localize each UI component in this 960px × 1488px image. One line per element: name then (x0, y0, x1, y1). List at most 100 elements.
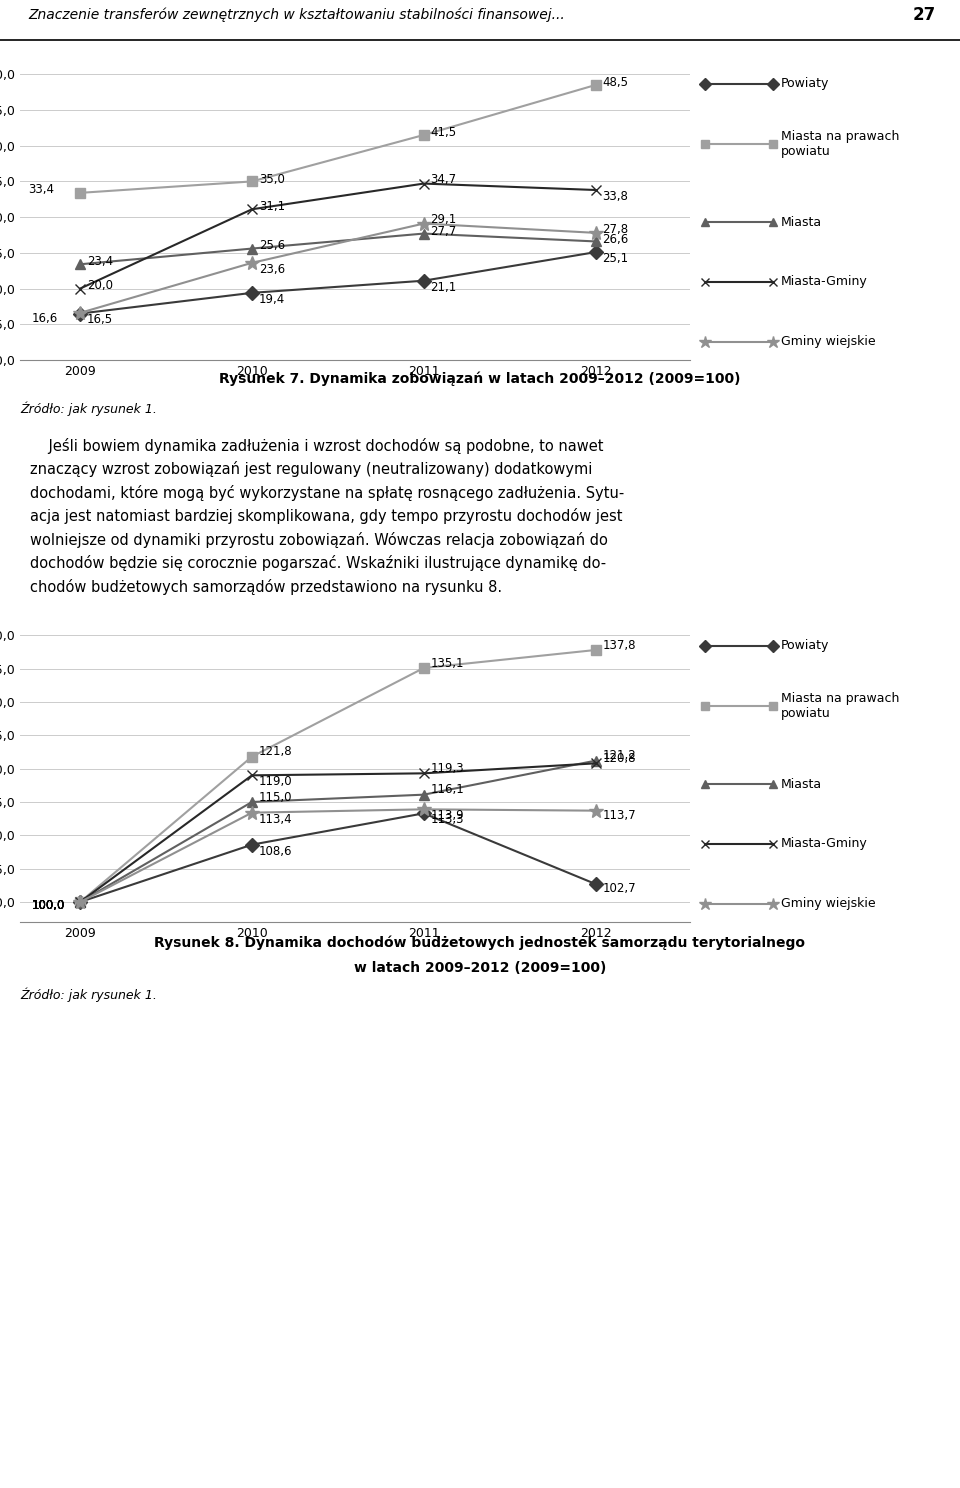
Gminy wiejskie (418, 214, 429, 232)
Text: 100,0: 100,0 (32, 899, 65, 912)
Text: 113,7: 113,7 (602, 809, 636, 821)
Text: Rysunek 7. Dynamika zobowiązań w latach 2009–2012 (2009=100): Rysunek 7. Dynamika zobowiązań w latach … (219, 372, 741, 387)
Line: Miasta na prawach powiatu: Miasta na prawach powiatu (75, 80, 600, 198)
Miasta (418, 225, 429, 243)
Text: Miasta: Miasta (780, 778, 822, 790)
Gminy wiejskie (74, 304, 85, 321)
Text: acja jest natomiast bardziej skomplikowana, gdy tempo przyrostu dochodów jest: acja jest natomiast bardziej skomplikowa… (30, 509, 622, 524)
Text: Znaczenie transferów zewnętrznych w kształtowaniu stabilności finansowej...: Znaczenie transferów zewnętrznych w kszt… (29, 7, 565, 22)
Miasta-Gminy (74, 280, 85, 298)
Text: 102,7: 102,7 (602, 882, 636, 896)
Line: Miasta: Miasta (75, 756, 600, 906)
Text: znaczący wzrost zobowiązań jest regulowany (neutralizowany) dodatkowymi: znaczący wzrost zobowiązań jest regulowa… (30, 461, 592, 478)
Text: 119,3: 119,3 (431, 762, 465, 775)
Line: Miasta: Miasta (75, 229, 600, 269)
Miasta-Gminy (74, 893, 85, 911)
Line: Powiaty: Powiaty (75, 808, 600, 906)
Text: 34,7: 34,7 (431, 173, 457, 186)
Text: 119,0: 119,0 (259, 775, 293, 789)
Text: 16,5: 16,5 (87, 312, 113, 326)
Gminy wiejskie (418, 801, 429, 818)
Miasta na prawach powiatu (418, 659, 429, 677)
Line: Miasta-Gminy: Miasta-Gminy (75, 759, 600, 906)
Text: 20,0: 20,0 (87, 278, 113, 292)
Text: 48,5: 48,5 (602, 76, 629, 89)
Text: 27: 27 (913, 6, 936, 24)
Powiaty (246, 836, 257, 854)
Text: Miasta: Miasta (780, 216, 822, 229)
Text: Miasta-Gminy: Miasta-Gminy (780, 838, 868, 851)
Text: 16,6: 16,6 (32, 312, 59, 324)
Miasta (418, 786, 429, 804)
Miasta (74, 256, 85, 274)
Text: 26,6: 26,6 (602, 232, 629, 246)
Text: 100,0: 100,0 (32, 899, 65, 912)
Gminy wiejskie (246, 804, 257, 821)
Miasta (246, 793, 257, 811)
Miasta na prawach powiatu (246, 173, 257, 190)
Text: 27,7: 27,7 (431, 225, 457, 238)
Powiaty (418, 272, 429, 290)
Text: Gminy wiejskie: Gminy wiejskie (780, 335, 876, 348)
Line: Miasta na prawach powiatu: Miasta na prawach powiatu (75, 646, 600, 906)
Text: 31,1: 31,1 (259, 199, 285, 213)
Miasta (589, 751, 601, 769)
Text: 27,8: 27,8 (602, 223, 629, 235)
Text: Powiaty: Powiaty (780, 77, 829, 91)
Gminy wiejskie (589, 223, 601, 241)
Text: 137,8: 137,8 (602, 638, 636, 652)
Line: Powiaty: Powiaty (75, 247, 600, 318)
Miasta-Gminy (589, 182, 601, 199)
Powiaty (74, 305, 85, 323)
Miasta na prawach powiatu (589, 641, 601, 659)
Text: Źródło: jak rysunek 1.: Źródło: jak rysunek 1. (20, 988, 156, 1003)
Line: Gminy wiejskie: Gminy wiejskie (73, 217, 603, 320)
Text: 23,4: 23,4 (87, 254, 113, 268)
Miasta na prawach powiatu (418, 126, 429, 144)
Gminy wiejskie (589, 802, 601, 820)
Miasta na prawach powiatu (74, 893, 85, 911)
Miasta (246, 240, 257, 257)
Gminy wiejskie (246, 254, 257, 272)
Powiaty (418, 805, 429, 823)
Text: 21,1: 21,1 (431, 281, 457, 293)
Text: dochodów będzie się corocznie pogarszać. Wskaźniki ilustrujące dynamikę do-: dochodów będzie się corocznie pogarszać… (30, 555, 606, 571)
Miasta-Gminy (246, 766, 257, 784)
Text: 25,1: 25,1 (602, 251, 629, 265)
Text: Miasta na prawach
powiatu: Miasta na prawach powiatu (780, 129, 900, 158)
Line: Gminy wiejskie: Gminy wiejskie (73, 802, 603, 909)
Text: 29,1: 29,1 (431, 213, 457, 226)
Text: 100,0: 100,0 (32, 899, 65, 912)
Text: Powiaty: Powiaty (780, 640, 829, 653)
Powiaty (589, 243, 601, 260)
Miasta na prawach powiatu (246, 748, 257, 766)
Powiaty (246, 284, 257, 302)
Text: 113,3: 113,3 (431, 814, 464, 826)
Text: 19,4: 19,4 (259, 293, 285, 307)
Text: 23,6: 23,6 (259, 263, 285, 275)
Text: Miasta na prawach
powiatu: Miasta na prawach powiatu (780, 692, 900, 720)
Text: 115,0: 115,0 (259, 790, 292, 804)
Text: 113,9: 113,9 (431, 809, 465, 823)
Line: Miasta-Gminy: Miasta-Gminy (75, 179, 600, 293)
Text: wolniejsze od dynamiki przyrostu zobowiązań. Wówczas relacja zobowiązań do: wolniejsze od dynamiki przyrostu zobowią… (30, 531, 608, 548)
Text: 116,1: 116,1 (431, 784, 465, 796)
Text: 35,0: 35,0 (259, 174, 285, 186)
Text: Rysunek 8. Dynamika dochodów budżetowych jednostek samorządu terytorialnego: Rysunek 8. Dynamika dochodów budżetowych… (155, 936, 805, 949)
Text: 120,8: 120,8 (602, 751, 636, 765)
Text: w latach 2009–2012 (2009=100): w latach 2009–2012 (2009=100) (354, 960, 606, 975)
Text: 121,2: 121,2 (602, 750, 636, 762)
Text: Gminy wiejskie: Gminy wiejskie (780, 897, 876, 911)
Miasta-Gminy (589, 754, 601, 772)
Miasta-Gminy (246, 201, 257, 219)
Text: 135,1: 135,1 (431, 656, 464, 670)
Text: 121,8: 121,8 (259, 745, 293, 759)
Powiaty (589, 875, 601, 893)
Text: Jeśli bowiem dynamika zadłużenia i wzrost dochodów są podobne, to nawet: Jeśli bowiem dynamika zadłużenia i wzros… (30, 437, 604, 454)
Gminy wiejskie (74, 893, 85, 911)
Text: Źródło: jak rysunek 1.: Źródło: jak rysunek 1. (20, 402, 156, 417)
Text: 100,0: 100,0 (32, 899, 65, 912)
Text: Miasta-Gminy: Miasta-Gminy (780, 275, 868, 289)
Text: 33,8: 33,8 (602, 190, 628, 202)
Miasta (74, 893, 85, 911)
